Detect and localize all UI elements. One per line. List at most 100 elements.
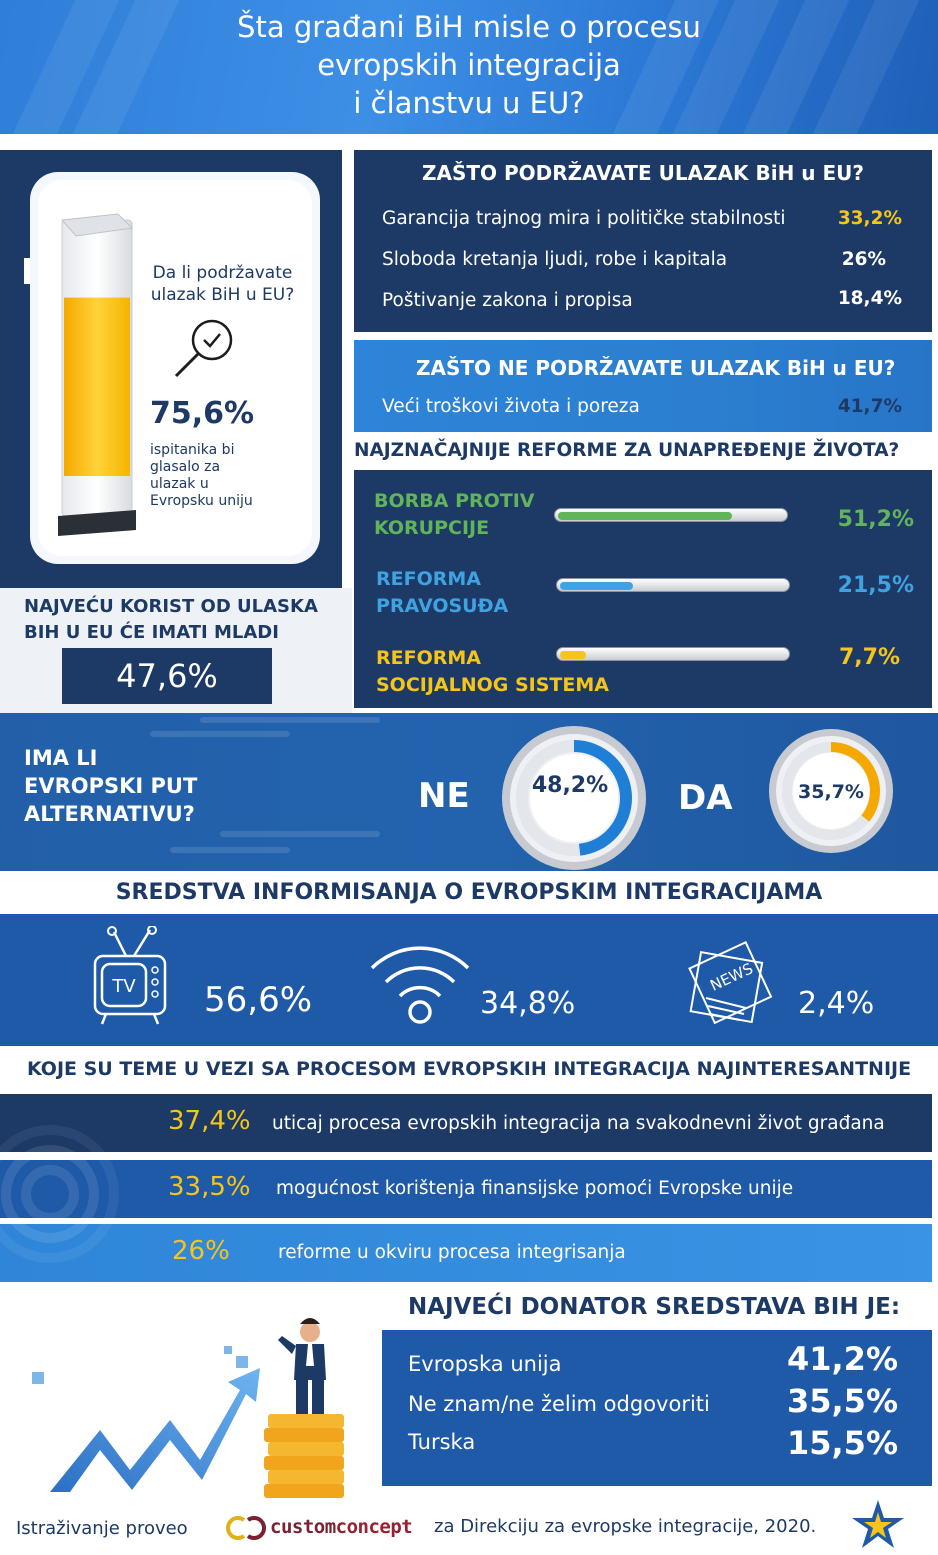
alternative-title-line-2: EVROPSKI PUT bbox=[24, 774, 198, 798]
coin-stack bbox=[264, 1414, 344, 1498]
decor-streak bbox=[170, 847, 290, 853]
wifi-icon bbox=[370, 946, 470, 1024]
donor-value-2: 35,5% bbox=[786, 1382, 898, 1420]
alternative-yes-value: 35,7% bbox=[798, 781, 864, 803]
support-question-line-1: Da li podržavate bbox=[152, 263, 293, 283]
media-value-tv: 56,6% bbox=[204, 980, 313, 1020]
youth-title: NAJVEĆU KORIST OD ULASKA BIH U EU ĆE IMA… bbox=[24, 594, 344, 646]
donor-label-1: Evropska unija bbox=[408, 1352, 562, 1376]
reform-bar-fill-2 bbox=[560, 582, 633, 590]
alternative-title-line-1: IMA LI bbox=[24, 746, 98, 770]
support-value: 75,6% bbox=[150, 396, 255, 431]
reform-bar-1 bbox=[554, 508, 788, 522]
alternative-no-value: 48,2% bbox=[532, 773, 608, 798]
magnifier-check-icon bbox=[174, 319, 233, 378]
media-title: SREDSTVA INFORMISANJA O EVROPSKIM INTEGR… bbox=[115, 880, 823, 905]
donor-panel bbox=[382, 1330, 932, 1486]
decor-streak bbox=[200, 717, 380, 723]
reform-label-3-line-2: SOCIJALNOG SISTEMA bbox=[376, 674, 609, 696]
support-caption-line-3: ulazak u bbox=[150, 476, 209, 492]
growth-illustration bbox=[32, 1318, 344, 1498]
title-line-3: i članstvu u EU? bbox=[353, 86, 585, 120]
reform-value-2: 21,5% bbox=[837, 573, 914, 598]
header-banner: Šta građani BiH misle o procesu evropski… bbox=[0, 0, 938, 134]
why-not-label-1: Veći troškovi života i poreza bbox=[382, 396, 640, 417]
topic-value-1: 37,4% bbox=[168, 1106, 251, 1136]
customconcept-logo: customconcept bbox=[270, 1516, 413, 1538]
support-caption-line-1: ispitanika bi bbox=[150, 442, 235, 458]
topics-title: KOJE SU TEME U VEZI SA PROCESOM EVROPSKI… bbox=[26, 1058, 912, 1080]
tv-icon-label: TV bbox=[111, 976, 136, 997]
businessman-icon bbox=[278, 1318, 326, 1414]
youth-title-line-2: BIH U EU ĆE IMATI MLADI bbox=[24, 622, 279, 643]
reform-label-1: BORBA PROTIV KORUPCIJE bbox=[374, 488, 535, 542]
reform-label-2: REFORMA PRAVOSUĐA bbox=[376, 566, 508, 620]
why-support-value-1: 33,2% bbox=[837, 208, 902, 229]
dei-star-logo-icon bbox=[852, 1500, 904, 1548]
why-support-label-1: Garancija trajnog mira i političke stabi… bbox=[382, 208, 786, 229]
decor-rings-icon bbox=[0, 1125, 119, 1263]
glass-fill-icon bbox=[58, 213, 136, 536]
support-caption-line-4: Evropsku uniju bbox=[150, 493, 253, 509]
topic-text-2: mogućnost korištenja finansijske pomoći … bbox=[276, 1178, 794, 1199]
why-not-support-panel bbox=[354, 340, 932, 432]
reforms-title: NAJZNAČAJNIJE REFORME ZA UNAPREĐENJE ŽIV… bbox=[354, 440, 900, 461]
footer-directorate: za Direkciju za evropske integracije, 20… bbox=[434, 1516, 817, 1537]
reform-value-3: 7,7% bbox=[838, 645, 900, 670]
youth-title-line-1: NAJVEĆU KORIST OD ULASKA bbox=[24, 596, 318, 617]
title-line-2: evropskih integracija bbox=[317, 48, 621, 82]
donor-title: NAJVEĆI DONATOR SREDSTAVA BIH JE: bbox=[408, 1294, 901, 1320]
topic-value-2: 33,5% bbox=[168, 1172, 251, 1202]
topic-text-1: uticaj procesa evropskih integracija na … bbox=[272, 1113, 885, 1134]
reform-label-2-line-2: PRAVOSUĐA bbox=[376, 595, 509, 617]
donor-label-2: Ne znam/ne želim odgovoriti bbox=[408, 1392, 710, 1416]
why-not-value-1: 41,7% bbox=[837, 396, 902, 417]
support-caption-line-2: glasalo za bbox=[150, 459, 221, 475]
alternative-yes-label: DA bbox=[678, 778, 733, 818]
newspaper-icon-label: NEWS bbox=[707, 959, 755, 994]
decor-streak bbox=[220, 831, 380, 837]
reform-bar-3 bbox=[556, 647, 790, 661]
reform-bar-fill-3 bbox=[560, 651, 587, 659]
decor-streak bbox=[150, 731, 290, 737]
reform-label-1-line-2: KORUPCIJE bbox=[374, 517, 490, 539]
youth-value: 47,6% bbox=[62, 648, 272, 704]
alternative-no-label: NE bbox=[418, 776, 470, 816]
media-value-internet: 34,8% bbox=[480, 986, 576, 1021]
reform-label-3-line-1: REFORMA bbox=[376, 647, 481, 669]
media-value-press: 2,4% bbox=[798, 986, 875, 1021]
topic-value-3: 26% bbox=[172, 1236, 230, 1266]
reform-value-1: 51,2% bbox=[837, 507, 914, 532]
why-support-panel bbox=[354, 150, 932, 332]
why-support-value-2: 26% bbox=[841, 249, 886, 270]
topic-row-2 bbox=[0, 1160, 932, 1218]
support-question-line-2: ulazak BiH u EU? bbox=[150, 285, 295, 305]
topic-text-3: reforme u okviru procesa integrisanja bbox=[278, 1242, 626, 1263]
page-title: Šta građani BiH misle o procesu evropski… bbox=[0, 8, 938, 122]
donor-value-1: 41,2% bbox=[786, 1340, 898, 1378]
alternative-no-donut: 48,2% bbox=[502, 726, 646, 870]
donor-value-3: 15,5% bbox=[786, 1424, 898, 1462]
topic-row-3 bbox=[0, 1224, 932, 1282]
topic-row-1 bbox=[0, 1094, 932, 1152]
tv-icon: TV bbox=[93, 926, 167, 1025]
footer-credit: Istraživanje proveo bbox=[16, 1518, 188, 1539]
reform-label-1-line-1: BORBA PROTIV bbox=[374, 490, 535, 512]
why-support-title: ZAŠTO PODRŽAVATE ULAZAK BiH u EU? bbox=[421, 161, 864, 185]
why-support-value-3: 18,4% bbox=[837, 288, 902, 309]
alternative-title-line-3: ALTERNATIVU? bbox=[24, 802, 195, 826]
why-support-label-3: Poštivanje zakona i propisa bbox=[382, 290, 633, 311]
logo-part-2: concept bbox=[335, 1516, 413, 1538]
alternative-yes-donut: 35,7% bbox=[769, 729, 893, 853]
customconcept-logo-icon bbox=[226, 1516, 266, 1540]
reform-bar-fill-1 bbox=[558, 512, 732, 520]
reform-bar-2 bbox=[556, 578, 790, 592]
reform-label-3: REFORMA SOCIJALNOG SISTEMA bbox=[376, 645, 609, 699]
support-caption: ispitanika bi glasalo za ulazak u Evrops… bbox=[150, 442, 290, 510]
why-support-label-2: Sloboda kretanja ljudi, robe i kapitala bbox=[382, 249, 728, 270]
alternative-title: IMA LI EVROPSKI PUT ALTERNATIVU? bbox=[24, 744, 224, 828]
logo-part-1: custom bbox=[270, 1516, 336, 1538]
reform-label-2-line-1: REFORMA bbox=[376, 568, 481, 590]
title-line-1: Šta građani BiH misle o procesu bbox=[237, 10, 701, 44]
why-not-support-title: ZAŠTO NE PODRŽAVATE ULAZAK BiH u EU? bbox=[416, 356, 896, 380]
